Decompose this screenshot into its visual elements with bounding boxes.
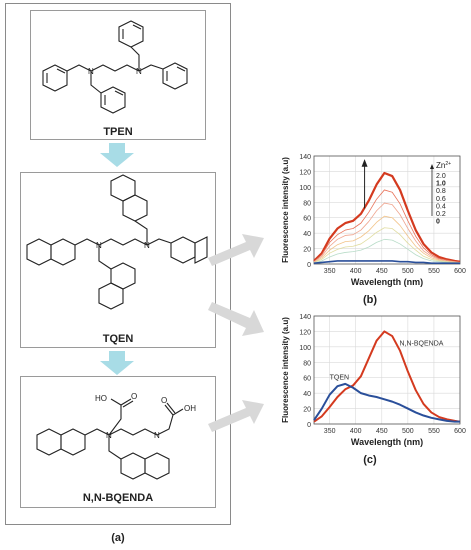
x-tick-label: 450	[376, 428, 388, 435]
y-axis-label: Fluorescence intensity (a.u)	[281, 157, 290, 263]
tqen-label: TQEN	[102, 333, 134, 345]
panel-c-label: (c)	[363, 454, 377, 466]
legend-title-superscript: 2+	[445, 161, 451, 167]
x-tick-label: 500	[402, 268, 414, 275]
legend-entry: 0	[436, 219, 440, 226]
carbonyl-o-left: O	[131, 392, 137, 401]
x-tick-label: 400	[350, 268, 362, 275]
legend-entry: 0.6	[436, 196, 446, 203]
y-tick-label: 100	[299, 345, 311, 352]
legend-entry: 0.8	[436, 188, 446, 195]
right-arrow-icon	[208, 302, 264, 336]
y-tick-label: 140	[299, 154, 311, 161]
y-axis-label: Fluorescence intensity (a.u)	[281, 317, 290, 423]
y-tick-label: 80	[303, 200, 311, 207]
legend-arrow-head	[430, 164, 434, 169]
y-tick-label: 60	[303, 216, 311, 223]
tpen-box: N N TPEN	[30, 10, 206, 140]
svg-text:N: N	[96, 241, 102, 250]
x-tick-label: 600	[454, 428, 466, 435]
down-arrow-icon	[100, 143, 134, 167]
series-label-tqen: TQEN	[330, 374, 349, 381]
tqen-structure: N N	[26, 174, 208, 310]
legend-entry: 0.2	[436, 211, 446, 218]
y-tick-label: 60	[303, 376, 311, 383]
y-tick-label: 20	[303, 247, 311, 254]
y-tick-label: 100	[299, 185, 311, 192]
y-tick-label: 120	[299, 169, 311, 176]
y-tick-label: 80	[303, 360, 311, 367]
svg-text:N: N	[106, 431, 112, 440]
series-line-0	[313, 260, 460, 265]
plot-frame	[313, 315, 461, 425]
chart-b: 0 20 40 60 80 100 120 140 350 400 450 500 550 600 Wave…	[281, 154, 466, 287]
svg-text:N: N	[88, 67, 94, 76]
chart-c: 0 20 40 60 80 100 120 140 350 400 450 500 550 600 Wave…	[281, 314, 466, 447]
y-tick-label: 20	[303, 407, 311, 414]
series-line-0-2	[313, 238, 460, 264]
bqenda-box: N N HO O OH O N,N-BQENDA	[20, 376, 216, 508]
bqenda-structure: N N HO O OH O	[36, 392, 196, 480]
series-label-bqenda: N,N-BQENDA	[400, 340, 444, 347]
y-tick-label: 40	[303, 231, 311, 238]
series-line-TQEN	[313, 382, 460, 423]
series-line-2-0	[313, 171, 461, 263]
y-tick-label: 140	[299, 314, 311, 321]
x-tick-label: 600	[454, 268, 466, 275]
x-tick-label: 450	[376, 268, 388, 275]
tpen-structure: N N	[42, 20, 188, 114]
series-line-0-6	[313, 215, 460, 263]
x-tick-label: 550	[428, 428, 440, 435]
oh-group: OH	[184, 404, 196, 413]
x-tick-label: 550	[428, 268, 440, 275]
y-tick-label: 0	[307, 262, 311, 269]
panel-a-label: (a)	[111, 532, 125, 544]
legend-title: Zn2+	[436, 161, 451, 170]
ho-group: HO	[95, 394, 107, 403]
series-line-0-4	[313, 227, 461, 264]
legend-entry: 1.0	[436, 181, 446, 188]
x-tick-label: 500	[402, 428, 414, 435]
legend-entry: 0.4	[436, 203, 446, 210]
svg-text:N: N	[154, 431, 160, 440]
down-arrow-icon	[100, 351, 134, 375]
legend-entry: 2.0	[436, 173, 446, 180]
svg-text:N: N	[136, 67, 142, 76]
x-tick-label: 350	[324, 428, 336, 435]
right-arrow-icon	[208, 400, 264, 432]
svg-text:N: N	[144, 241, 150, 250]
tqen-box: N N TQEN	[20, 172, 216, 348]
series-line-0-8	[313, 202, 461, 263]
panel-b-label: (b)	[362, 294, 378, 306]
series-line-N-N-BQENDA	[313, 330, 461, 423]
x-tick-label: 400	[350, 428, 362, 435]
molecules-panel	[5, 3, 231, 525]
bqenda-label: N,N-BQENDA	[82, 492, 154, 504]
carbonyl-o-right: O	[161, 396, 167, 405]
x-axis-label: Wavelength (nm)	[351, 277, 423, 287]
series-line-1-0	[313, 189, 461, 263]
tpen-label: TPEN	[103, 126, 133, 138]
increase-arrow-head	[361, 159, 368, 167]
y-tick-label: 0	[307, 422, 311, 429]
x-axis-label: Wavelength (nm)	[351, 437, 423, 447]
right-arrow-icon	[208, 234, 264, 266]
plot-frame	[313, 155, 461, 265]
y-tick-label: 40	[303, 391, 311, 398]
x-tick-label: 350	[324, 268, 336, 275]
y-tick-label: 120	[299, 329, 311, 336]
